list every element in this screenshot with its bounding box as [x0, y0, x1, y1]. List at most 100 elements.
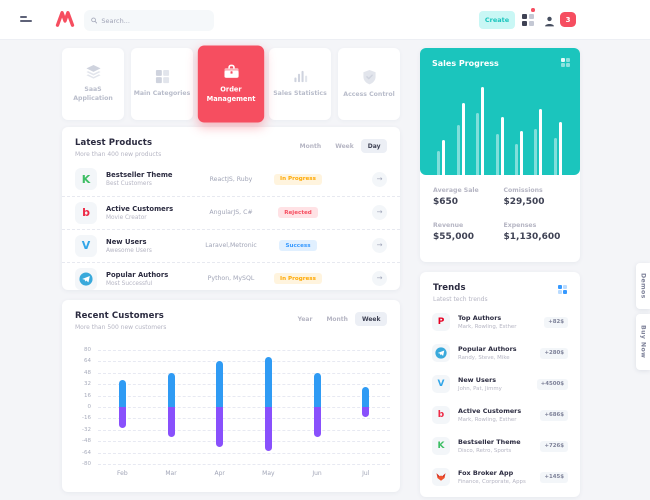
trend-item: V New Users John, Pat, Jimmy +4500$ [420, 369, 580, 400]
latest-products-tabs: Month Week Day [293, 139, 387, 153]
product-arrow-button[interactable]: → [372, 271, 387, 286]
trend-delta-badge: +726$ [540, 440, 568, 452]
y-tick-label: 16 [84, 392, 91, 399]
tab-week[interactable]: Week [335, 142, 354, 150]
product-title[interactable]: Bestseller Theme [106, 171, 173, 179]
search-bar[interactable] [84, 10, 214, 31]
bar [558, 122, 562, 175]
product-tech: AngularJS, C# [209, 209, 253, 216]
bar [461, 103, 465, 175]
trends-title: Trends [433, 283, 466, 293]
gridline [98, 441, 390, 443]
beats-icon: b [432, 406, 450, 424]
trend-subtitle: Finance, Corporate, Apps [458, 479, 526, 485]
stat-average-sale: Average Sale $650 [433, 187, 504, 207]
notification-count-badge[interactable]: 3 [560, 12, 576, 27]
latest-products-subtitle: More than 400 new products [75, 150, 162, 158]
product-title[interactable]: Active Customers [106, 204, 174, 213]
trend-title[interactable]: Top Authors [458, 314, 502, 322]
recent-customers-card: Recent Customers More than 500 new custo… [62, 300, 400, 492]
trend-title[interactable]: Popular Authors [458, 345, 517, 353]
y-tick-label: 0 [87, 404, 92, 410]
trends-list: P Top Authors Mark, Rowling, Esther +82$… [420, 307, 580, 493]
bar [500, 117, 504, 175]
tab-month[interactable]: Month [326, 315, 348, 323]
nav-card-main-categories[interactable]: Main Categories [131, 48, 193, 120]
notification-dot [531, 8, 535, 12]
trend-subtitle: Disco, Retro, Sports [458, 448, 512, 454]
tab-month[interactable]: Month [299, 142, 322, 150]
fox-icon [432, 468, 450, 486]
bar-positive [118, 379, 126, 407]
x-tick-label: Jun [312, 470, 322, 477]
nav-card-order-management[interactable]: Order Management [197, 45, 265, 123]
tab-day[interactable]: Day [361, 139, 387, 153]
product-arrow-button[interactable]: → [372, 171, 387, 187]
y-tick-label: -64 [82, 449, 91, 456]
trend-title[interactable]: Active Customers [458, 407, 522, 415]
bar-negative [118, 407, 126, 429]
latest-products-title: Latest Products [75, 138, 153, 148]
product-row: K Bestseller Theme Best Customers ReactJ… [62, 163, 400, 196]
layers-icon [85, 65, 101, 80]
sales-progress-card: Sales Progress Average Sale $650 Comissi… [420, 48, 580, 262]
bar-chart-icon [293, 71, 307, 83]
tab-week[interactable]: Week [355, 312, 387, 326]
bar-positive [362, 387, 370, 407]
product-row: V New Users Awesome Users Laravel,Metron… [62, 228, 400, 262]
trend-item: Fox Broker App Finance, Corporate, Apps … [420, 462, 580, 493]
product-arrow-button[interactable]: → [372, 238, 387, 253]
brand-glyph: K [81, 172, 91, 186]
trends-card: Trends Latest tech trends P Top Authors … [420, 272, 580, 497]
nav-card-sales-statistics[interactable]: Sales Statistics [269, 48, 331, 120]
trend-title[interactable]: Fox Broker App [458, 469, 514, 477]
trend-item: Popular Authors Randy, Steve, Mike +280$ [420, 338, 580, 369]
search-input[interactable] [101, 16, 207, 25]
telegram-icon [75, 267, 97, 290]
apps-grid-icon[interactable] [522, 14, 534, 26]
nav-card-saas-application[interactable]: SaaS Application [62, 48, 124, 120]
brand-glyph: V [81, 239, 91, 252]
widget-menu-icon[interactable] [561, 58, 570, 67]
y-tick-label: 32 [84, 381, 91, 388]
search-icon [91, 17, 98, 24]
stat-value: $650 [433, 197, 459, 207]
user-icon[interactable] [543, 13, 556, 32]
brand-glyph: P [437, 316, 445, 327]
demos-side-tab[interactable]: Demos [636, 263, 650, 309]
bar-negative [313, 407, 321, 437]
product-title[interactable]: New Users [106, 237, 147, 246]
nav-card-label: Order Management [206, 86, 256, 104]
bar-negative [362, 407, 370, 417]
vimeo-icon: V [432, 375, 450, 393]
stat-value: $29,500 [503, 197, 545, 207]
trend-title[interactable]: Bestseller Theme [458, 438, 521, 446]
create-button[interactable]: Create [479, 11, 515, 29]
brand-glyph: V [437, 378, 445, 389]
brand-glyph: b [82, 206, 90, 219]
x-tick-label: Jul [362, 470, 370, 477]
product-title[interactable]: Popular Authors [106, 270, 169, 279]
trends-subtitle: Latest tech trends [433, 295, 488, 303]
gridline [98, 350, 390, 351]
nav-card-access-control[interactable]: Access Control [338, 48, 400, 120]
recent-customers-subtitle: More than 500 new customers [75, 323, 167, 331]
arrow-right-icon: → [376, 274, 383, 282]
gridline [98, 384, 390, 386]
beats-icon: b [75, 201, 97, 224]
trend-title[interactable]: New Users [458, 376, 497, 384]
grid-icon [155, 70, 169, 84]
bar-negative [216, 407, 224, 447]
gridline [98, 361, 390, 363]
product-arrow-button[interactable]: → [372, 205, 387, 220]
latest-products-list: K Bestseller Theme Best Customers ReactJ… [62, 163, 400, 295]
gridline [98, 429, 390, 431]
trends-menu-icon[interactable] [558, 285, 567, 294]
hamburger-menu-icon[interactable] [20, 16, 32, 24]
status-badge: In Progress [274, 173, 322, 185]
tab-year[interactable]: Year [297, 315, 313, 323]
buy-now-side-tab[interactable]: Buy Now [636, 314, 650, 370]
recent-customers-title: Recent Customers [75, 311, 164, 321]
app-logo[interactable] [55, 10, 75, 31]
